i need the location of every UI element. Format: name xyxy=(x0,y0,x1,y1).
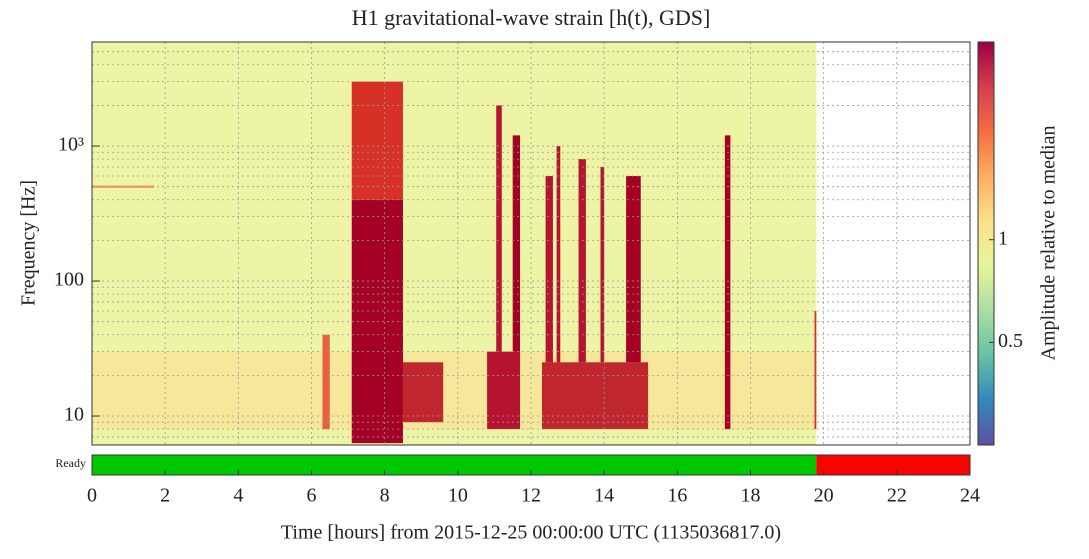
x-tick-label: 2 xyxy=(160,485,170,507)
y-tick-label: 10 xyxy=(64,404,84,426)
spectrogram-burst xyxy=(545,175,553,363)
colorbar-tick-label: 1 xyxy=(998,227,1008,249)
colorbar-label: Amplitude relative to median xyxy=(1038,126,1060,361)
x-tick-label: 0 xyxy=(87,485,97,507)
colorbar-tick-label: 0.5 xyxy=(998,330,1023,352)
spectrogram-burst xyxy=(496,105,502,352)
segment xyxy=(92,455,817,475)
plot-frame xyxy=(91,41,971,446)
spectrogram-burst xyxy=(814,310,817,430)
spectrogram-burst xyxy=(351,81,403,200)
x-tick-label: 24 xyxy=(960,485,980,507)
x-tick-label: 8 xyxy=(380,485,390,507)
spectrogram-burst xyxy=(578,159,586,363)
x-tick-label: 16 xyxy=(667,485,687,507)
x-axis-label: Time [hours] from 2015-12-25 00:00:00 UT… xyxy=(281,522,781,544)
spectrogram-burst xyxy=(92,351,817,430)
segment xyxy=(816,455,970,475)
x-tick-label: 14 xyxy=(594,485,614,507)
spectrogram-burst xyxy=(724,135,731,430)
x-tick-label: 6 xyxy=(307,485,317,507)
y-axis-label: Frequency [Hz] xyxy=(18,180,40,306)
y-tick-label: 100 xyxy=(54,269,84,291)
x-tick-label: 18 xyxy=(741,485,761,507)
spectrogram-burst xyxy=(556,146,561,363)
spectrogram-burst xyxy=(512,135,521,352)
x-tick-label: 12 xyxy=(521,485,541,507)
spectrogram-burst xyxy=(322,334,330,430)
x-tick-label: 22 xyxy=(887,485,907,507)
spectrogram-burst xyxy=(600,166,605,363)
spectrogram-burst xyxy=(626,175,641,363)
x-tick-label: 10 xyxy=(448,485,468,507)
spectrogram-burst xyxy=(541,362,649,430)
x-tick-label: 20 xyxy=(814,485,834,507)
segment-label: Ready xyxy=(55,456,86,470)
chart-title: H1 gravitational-wave strain [h(t), GDS] xyxy=(352,5,711,30)
y-tick-label: 10³ xyxy=(58,134,84,156)
spectrogram-burst xyxy=(402,362,444,423)
colorbar xyxy=(977,41,995,446)
spectrogram-burst xyxy=(487,351,521,430)
x-tick-label: 4 xyxy=(233,485,243,507)
